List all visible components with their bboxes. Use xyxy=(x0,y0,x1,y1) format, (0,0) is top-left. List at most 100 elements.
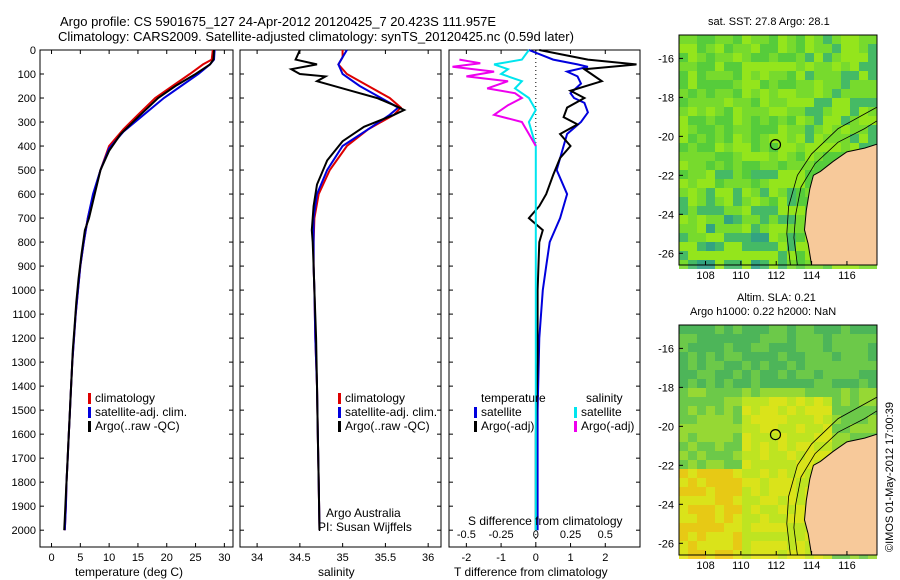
map-1-cell xyxy=(796,406,805,415)
map-0-cell xyxy=(751,143,760,152)
map-1-cell xyxy=(769,334,778,343)
depth-tick-label: 1400 xyxy=(12,381,36,393)
map-1-cell xyxy=(841,343,850,352)
map-1-cell xyxy=(778,370,787,379)
map-0-cell xyxy=(778,179,787,188)
map-0-cell xyxy=(706,242,715,251)
map-1-cell xyxy=(742,370,751,379)
map-1-cell xyxy=(805,334,814,343)
map-1-cell xyxy=(859,343,868,352)
map-0-cell xyxy=(805,98,814,107)
map-0-cell xyxy=(688,215,697,224)
map-0-cell xyxy=(715,215,724,224)
map-0-cell xyxy=(742,89,751,98)
map-0-cell xyxy=(787,35,796,44)
map-1-cell xyxy=(769,397,778,406)
map-0-cell xyxy=(733,62,742,71)
map-0-cell xyxy=(868,71,877,80)
map-0-cell xyxy=(715,179,724,188)
map-0-cell xyxy=(724,170,733,179)
map-1-cell xyxy=(751,325,760,334)
map-1-cell xyxy=(778,334,787,343)
map-1-cell xyxy=(832,352,841,361)
map-1-cell xyxy=(724,361,733,370)
map-1-cell xyxy=(814,415,823,424)
map-1-cell xyxy=(868,415,877,424)
map-1-cell xyxy=(733,370,742,379)
map-1-cell xyxy=(742,523,751,532)
map-1-cell xyxy=(841,361,850,370)
map-0-cell xyxy=(823,71,832,80)
map-0-cell xyxy=(769,242,778,251)
map-0-cell xyxy=(706,134,715,143)
map-0-cell xyxy=(697,215,706,224)
map-0-cell xyxy=(778,44,787,53)
map-0-cell xyxy=(751,62,760,71)
map-1-cell xyxy=(679,532,688,541)
map-1-cell xyxy=(688,325,697,334)
map-0-cell xyxy=(724,107,733,116)
map-0-cell xyxy=(679,224,688,233)
depth-tick-label: 200 xyxy=(18,93,36,105)
map-1-cell xyxy=(724,478,733,487)
map-0-cell xyxy=(706,170,715,179)
map-1-cell xyxy=(823,370,832,379)
map-0-cell xyxy=(796,125,805,134)
map-1-cell xyxy=(697,406,706,415)
panel-0-xtick-label: 20 xyxy=(161,552,173,564)
panel-1-xtick-label: 34 xyxy=(251,552,263,564)
map-1-cell xyxy=(778,514,787,523)
map-0-cell xyxy=(679,233,688,242)
map-0-cell xyxy=(778,107,787,116)
depth-tick-label: 700 xyxy=(18,213,36,225)
map-1-cell xyxy=(778,451,787,460)
map-0-cell xyxy=(679,71,688,80)
map-1-cell xyxy=(796,496,805,505)
map-1-cell xyxy=(760,514,769,523)
sal-xlabel: salinity xyxy=(318,565,355,579)
map-0-cell xyxy=(787,215,796,224)
map-1-cell xyxy=(760,505,769,514)
map-0-cell xyxy=(832,62,841,71)
panel-0-xtick-label: 15 xyxy=(132,552,144,564)
map-1-cell xyxy=(823,415,832,424)
map-0-cell xyxy=(859,71,868,80)
map-0-cell xyxy=(796,62,805,71)
map-1-cell xyxy=(859,388,868,397)
map-0-cell xyxy=(769,170,778,179)
map-1-cell xyxy=(733,379,742,388)
map-0-cell xyxy=(868,44,877,53)
map-0-cell xyxy=(742,53,751,62)
imos-stamp: ©IMOS 01-May-2012 17:00:39 xyxy=(884,402,896,552)
map-1-cell xyxy=(733,469,742,478)
map-1-cell xyxy=(742,343,751,352)
map-1-cell xyxy=(688,370,697,379)
map-1-cell xyxy=(715,433,724,442)
map-0-cell xyxy=(706,251,715,260)
map-0-cell xyxy=(769,53,778,62)
map-1-cell xyxy=(688,514,697,523)
map-0-cell xyxy=(724,62,733,71)
map-1-cell xyxy=(832,406,841,415)
map-1-cell xyxy=(679,370,688,379)
map-0-cell xyxy=(769,197,778,206)
map-1-cell xyxy=(823,334,832,343)
map-1-xtick-label: 110 xyxy=(732,560,750,572)
map-0-cell xyxy=(697,134,706,143)
map-0-cell xyxy=(769,44,778,53)
panel-1-xtick-label: 36 xyxy=(422,552,434,564)
map-1-cell xyxy=(742,325,751,334)
map-1-cell xyxy=(841,406,850,415)
map-0-cell xyxy=(742,143,751,152)
panel-1-xtick-label: 35.5 xyxy=(375,552,396,564)
map-1-cell xyxy=(715,334,724,343)
map-0-cell xyxy=(697,44,706,53)
map-0-cell xyxy=(850,107,859,116)
map-0-cell xyxy=(769,224,778,233)
map-1-cell xyxy=(814,451,823,460)
map-0-cell xyxy=(760,251,769,260)
legend-swatch xyxy=(474,407,477,418)
map-0-cell xyxy=(868,98,877,107)
map-0-cell xyxy=(724,35,733,44)
map-0-cell xyxy=(688,242,697,251)
